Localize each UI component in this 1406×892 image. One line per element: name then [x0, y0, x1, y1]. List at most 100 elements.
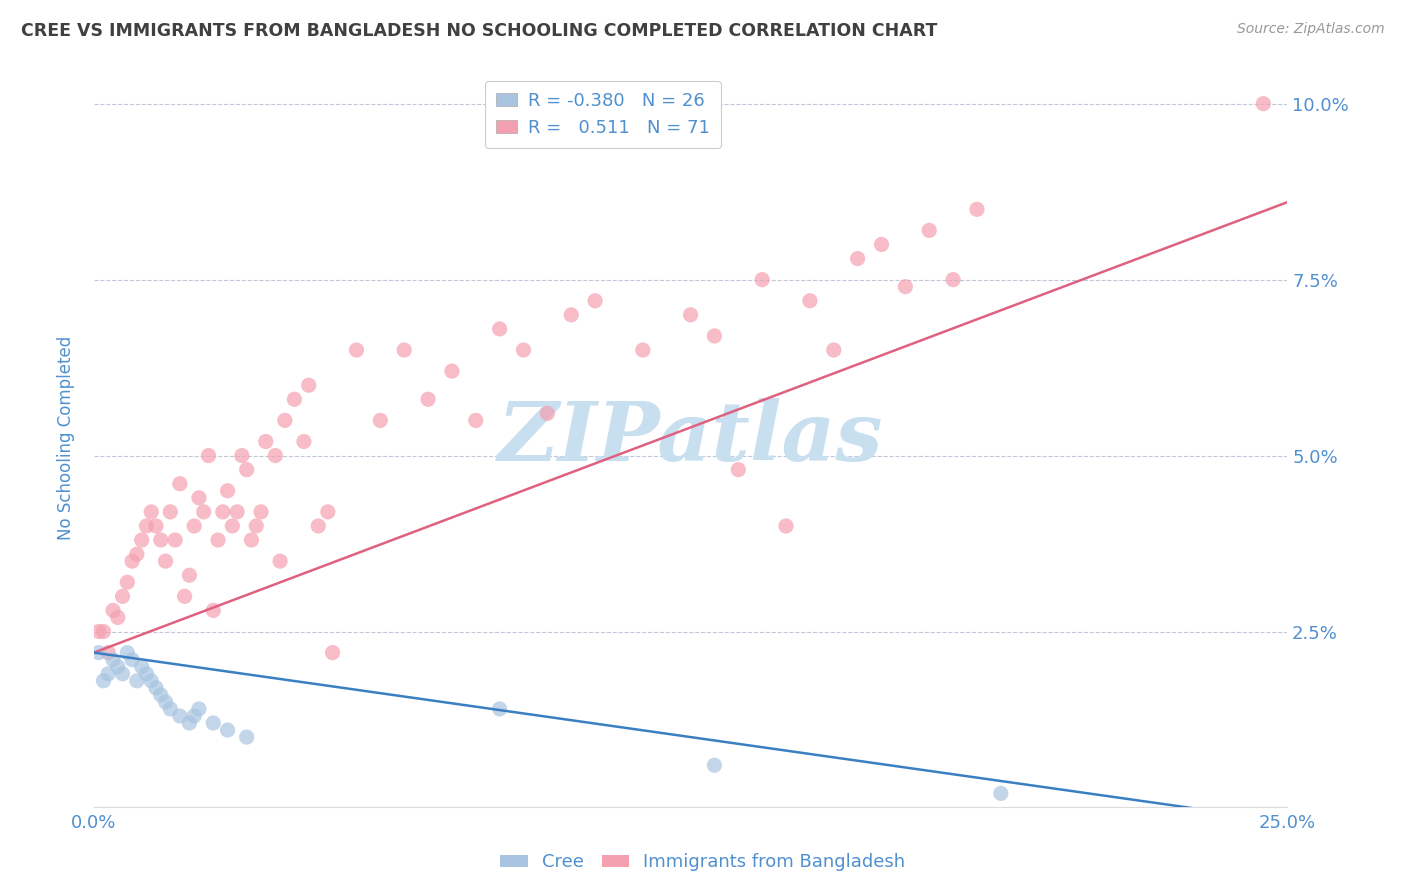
Text: Source: ZipAtlas.com: Source: ZipAtlas.com — [1237, 22, 1385, 37]
Point — [226, 505, 249, 519]
Point — [823, 343, 845, 357]
Point — [536, 406, 558, 420]
Point — [346, 343, 368, 357]
Point — [159, 702, 181, 716]
Point — [235, 730, 257, 744]
Point — [125, 547, 148, 561]
Point — [155, 695, 177, 709]
Point — [121, 653, 143, 667]
Point — [751, 273, 773, 287]
Point — [131, 659, 153, 673]
Point — [101, 603, 124, 617]
Point — [173, 590, 195, 604]
Point — [169, 476, 191, 491]
Point — [145, 681, 167, 695]
Point — [183, 519, 205, 533]
Point — [141, 505, 163, 519]
Point — [368, 413, 391, 427]
Point — [179, 568, 201, 582]
Point — [440, 364, 463, 378]
Point — [264, 449, 287, 463]
Point — [416, 392, 439, 407]
Point — [141, 673, 163, 688]
Point — [197, 449, 219, 463]
Point — [231, 449, 253, 463]
Point — [703, 329, 725, 343]
Point — [169, 709, 191, 723]
Point — [1253, 96, 1275, 111]
Point — [274, 413, 297, 427]
Point — [179, 716, 201, 731]
Point — [464, 413, 486, 427]
Point — [512, 343, 534, 357]
Point — [111, 666, 134, 681]
Point — [87, 646, 110, 660]
Point — [135, 519, 157, 533]
Point — [202, 716, 225, 731]
Point — [221, 519, 243, 533]
Point — [307, 519, 329, 533]
Point — [727, 463, 749, 477]
Point — [107, 659, 129, 673]
Point — [97, 646, 120, 660]
Point — [894, 279, 917, 293]
Point — [217, 723, 239, 737]
Point — [145, 519, 167, 533]
Y-axis label: No Schooling Completed: No Schooling Completed — [58, 336, 75, 541]
Point — [187, 491, 209, 505]
Point — [269, 554, 291, 568]
Text: ZIPatlas: ZIPatlas — [498, 398, 883, 478]
Point — [93, 673, 115, 688]
Point — [165, 533, 187, 547]
Point — [240, 533, 263, 547]
Point — [990, 786, 1012, 800]
Text: CREE VS IMMIGRANTS FROM BANGLADESH NO SCHOOLING COMPLETED CORRELATION CHART: CREE VS IMMIGRANTS FROM BANGLADESH NO SC… — [21, 22, 938, 40]
Point — [135, 666, 157, 681]
Point — [298, 378, 321, 392]
Legend: R = -0.380   N = 26, R =   0.511   N = 71: R = -0.380 N = 26, R = 0.511 N = 71 — [485, 81, 721, 148]
Point — [245, 519, 267, 533]
Point — [207, 533, 229, 547]
Point — [254, 434, 277, 449]
Point — [117, 575, 139, 590]
Point — [322, 646, 344, 660]
Point — [183, 709, 205, 723]
Point — [101, 653, 124, 667]
Point — [235, 463, 257, 477]
Point — [316, 505, 339, 519]
Point — [283, 392, 305, 407]
Point — [966, 202, 988, 217]
Point — [155, 554, 177, 568]
Point — [918, 223, 941, 237]
Point — [87, 624, 110, 639]
Point — [250, 505, 273, 519]
Point — [111, 590, 134, 604]
Legend: Cree, Immigrants from Bangladesh: Cree, Immigrants from Bangladesh — [494, 847, 912, 879]
Point — [488, 702, 510, 716]
Point — [217, 483, 239, 498]
Point — [560, 308, 582, 322]
Point — [583, 293, 606, 308]
Point — [942, 273, 965, 287]
Point — [131, 533, 153, 547]
Point — [488, 322, 510, 336]
Point — [107, 610, 129, 624]
Point — [703, 758, 725, 772]
Point — [211, 505, 233, 519]
Point — [97, 666, 120, 681]
Point — [799, 293, 821, 308]
Point — [187, 702, 209, 716]
Point — [93, 624, 115, 639]
Point — [193, 505, 215, 519]
Point — [392, 343, 415, 357]
Point — [149, 533, 172, 547]
Point — [679, 308, 702, 322]
Point — [149, 688, 172, 702]
Point — [202, 603, 225, 617]
Point — [846, 252, 869, 266]
Point — [159, 505, 181, 519]
Point — [292, 434, 315, 449]
Point — [125, 673, 148, 688]
Point — [775, 519, 797, 533]
Point — [121, 554, 143, 568]
